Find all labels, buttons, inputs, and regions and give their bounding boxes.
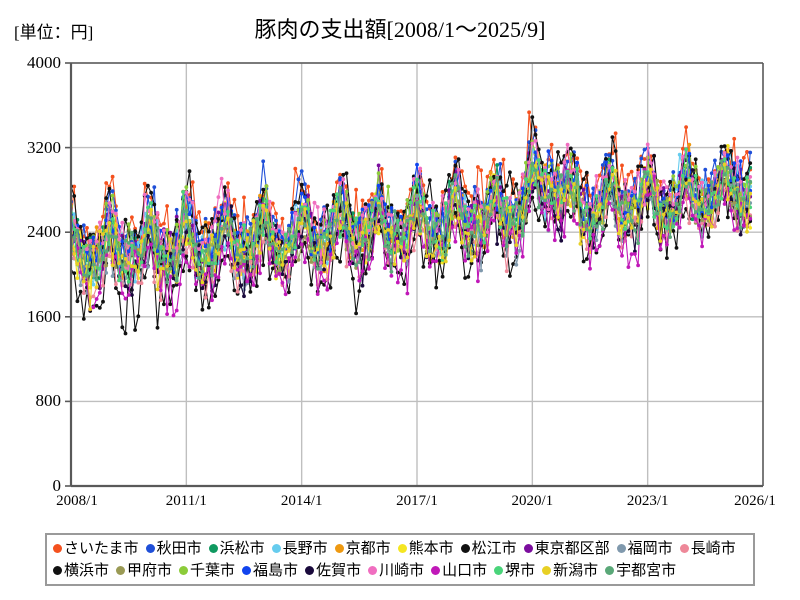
legend-marker-icon [542,565,552,575]
legend-marker-icon [116,565,126,575]
legend-item-label: 秋田市 [156,539,202,558]
legend-item-label: 川崎市 [379,560,425,579]
legend-item[interactable]: 堺市 [494,560,536,579]
legend-marker-icon [605,565,615,575]
legend-item-label: 熊本市 [408,539,454,558]
legend-marker-icon [397,544,407,554]
legend-item[interactable]: 秋田市 [145,539,202,558]
legend-marker-icon [242,565,252,575]
legend-item-label: さいたま市 [64,539,139,558]
y-axis-tick-label: 0 [52,476,62,495]
legend-item-label: 宇都宮市 [616,560,677,579]
legend-item-label: 東京都区部 [534,539,610,558]
legend-item-label: 新潟市 [553,560,599,579]
legend[interactable]: さいたま市 秋田市 浜松市 長野市 京都市 熊本市 松江市 東京都区部 福岡市 長崎市 横浜市 甲府市… [45,533,755,586]
legend-marker-icon [460,544,470,554]
legend-item[interactable]: さいたま市 [53,541,139,556]
legend-item[interactable]: 新潟市 [542,560,599,579]
legend-item[interactable]: 熊本市 [397,539,454,558]
legend-item[interactable]: 甲府市 [116,560,173,579]
legend-marker-icon [494,565,504,575]
y-axis-tick-label: 4000 [27,53,61,72]
x-axis-tick-label: 2008/1 [56,493,98,509]
legend-item[interactable]: 福岡市 [616,539,673,558]
x-axis-tick-label: 2026/1 [734,493,776,509]
legend-item[interactable]: 長野市 [271,539,328,558]
x-axis-tick-label: 2011/1 [165,493,207,509]
legend-marker-icon [431,565,441,575]
y-axis-tick-label: 1600 [27,306,61,326]
y-axis-tick-label: 3200 [27,137,61,157]
legend-item-label: 佐賀市 [316,560,362,579]
legend-row: さいたま市 秋田市 浜松市 長野市 京都市 熊本市 松江市 東京都区部 福岡市 長崎市 [53,538,749,560]
legend-item-label: 長野市 [282,539,328,558]
legend-marker-icon [179,565,189,575]
legend-item[interactable]: 川崎市 [368,560,425,579]
legend-item[interactable]: 東京都区部 [523,539,610,558]
legend-item[interactable]: 福島市 [242,560,299,579]
legend-item[interactable]: 佐賀市 [305,560,362,579]
legend-row: 横浜市 甲府市 千葉市 福島市 佐賀市 川崎市 山口市 堺市 新潟市 宇都宮市 [53,560,749,582]
legend-item[interactable]: 長崎市 [679,539,736,558]
legend-item-label: 甲府市 [127,560,173,579]
x-axis-tick-label: 2020/1 [511,493,554,509]
legend-item[interactable]: 横浜市 [53,560,110,579]
legend-item-label: 松江市 [471,539,517,558]
legend-item-label: 山口市 [442,560,488,579]
legend-marker-icon [523,544,533,554]
legend-item[interactable]: 千葉市 [179,560,236,579]
legend-item-label: 浜松市 [219,539,265,558]
legend-marker-icon [53,544,62,554]
legend-item[interactable]: 宇都宮市 [605,560,677,579]
y-axis-tick-label: 800 [35,391,62,411]
legend-item-label: 横浜市 [64,560,110,579]
legend-item-label: 長崎市 [690,539,736,558]
legend-marker-icon [208,544,218,554]
legend-marker-icon [271,544,281,554]
x-axis-tick-label: 2023/1 [626,493,669,509]
chart-title: 豚肉の支出額[2008/1～2025/9] [254,17,546,42]
legend-marker-icon [305,565,315,575]
legend-item-label: 千葉市 [190,560,236,579]
legend-marker-icon [679,544,689,554]
x-axis-tick-label: 2014/1 [280,493,323,509]
legend-marker-icon [334,544,344,554]
legend-item[interactable]: 松江市 [460,539,517,558]
legend-marker-icon [145,544,155,554]
legend-item[interactable]: 山口市 [431,560,488,579]
y-axis-tick-label: 2400 [27,222,61,242]
legend-item-label: 堺市 [505,560,536,579]
legend-item-label: 福岡市 [627,539,673,558]
legend-item-label: 京都市 [345,539,391,558]
legend-item[interactable]: 浜松市 [208,539,265,558]
legend-item-label: 福島市 [253,560,299,579]
x-axis-tick-label: 2017/1 [396,493,438,509]
legend-marker-icon [616,544,626,554]
legend-marker-icon [53,565,62,575]
unit-label: [単位：円] [14,23,94,42]
legend-marker-icon [368,565,378,575]
legend-item[interactable]: 京都市 [334,539,391,558]
